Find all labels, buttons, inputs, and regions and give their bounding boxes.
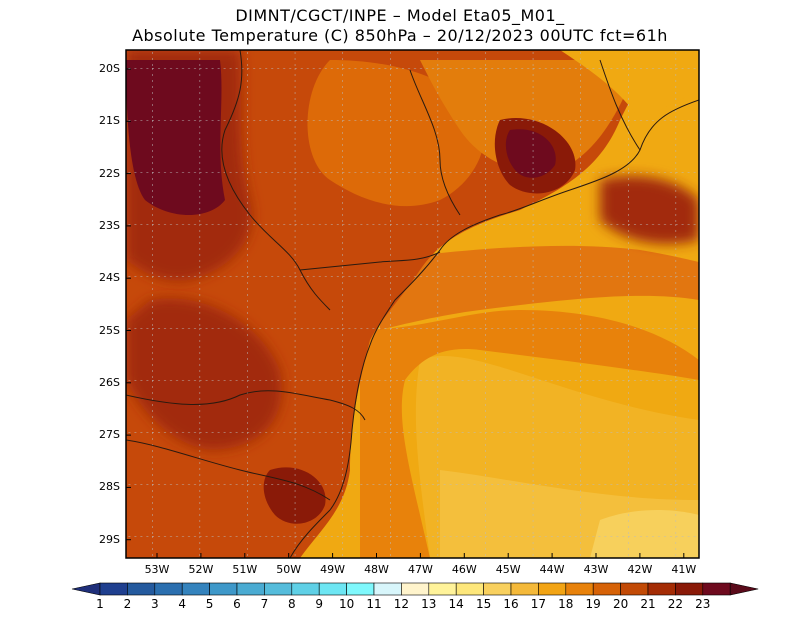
- colorbar-label: 13: [421, 597, 437, 611]
- colorbar-swatch: [209, 582, 238, 596]
- longitude-label: 50W: [276, 563, 302, 576]
- colorbar-label: 20: [612, 597, 629, 611]
- colorbar-high-arrow: [729, 582, 759, 596]
- colorbar-swatch: [510, 582, 539, 596]
- state-border: [299, 251, 441, 271]
- latitude-label: 22S: [99, 166, 120, 180]
- colorbar-label: 5: [205, 597, 214, 611]
- map-title-line1: DIMNT/CGCT/INPE – Model Eta05_M01_: [235, 6, 565, 25]
- colorbar-label: 23: [695, 597, 711, 611]
- colorbar-label: 18: [558, 597, 574, 611]
- colorbar-label: 17: [530, 597, 547, 611]
- map-plot-area: [126, 50, 699, 558]
- colorbar-swatch: [483, 582, 512, 596]
- colorbar-label: 6: [233, 597, 241, 611]
- colorbar-swatch: [291, 582, 320, 596]
- colorbar-swatch: [620, 582, 649, 596]
- longitude-label: 46W: [451, 563, 477, 576]
- latitude-label: 23S: [99, 218, 120, 232]
- colorbar-label: 4: [178, 597, 186, 611]
- colorbar-swatch: [647, 582, 676, 596]
- latitude-label: 26S: [99, 375, 120, 389]
- colorbar-swatch: [318, 582, 347, 596]
- colorbar-swatch: [99, 582, 128, 596]
- latitude-label: 27S: [99, 428, 120, 442]
- colorbar-label: 8: [287, 597, 296, 611]
- map-title-line2: Absolute Temperature (C) 850hPa – 20/12/…: [132, 26, 668, 45]
- state-border: [126, 439, 331, 501]
- longitude-label: 45W: [495, 563, 521, 576]
- colorbar-swatch: [565, 582, 594, 596]
- axis-ticks: [126, 68, 685, 558]
- colorbar-label: 22: [667, 597, 684, 611]
- colorbar-swatch: [428, 582, 457, 596]
- latitude-label: 24S: [99, 271, 120, 285]
- state-border: [221, 50, 331, 311]
- longitude-label: 52W: [188, 563, 214, 576]
- colorbar-swatch: [346, 582, 375, 596]
- colorbar-label: 10: [338, 597, 355, 611]
- state-border: [599, 59, 641, 151]
- coastline: [289, 99, 699, 558]
- colorbar-label: 1: [96, 597, 104, 611]
- latitude-label: 25S: [99, 323, 120, 337]
- longitude-label: 49W: [320, 563, 346, 576]
- longitude-label: 53W: [144, 563, 170, 576]
- colorbar-label: 7: [260, 597, 269, 611]
- longitude-label: 51W: [232, 563, 258, 576]
- colorbar-label: 3: [150, 597, 159, 611]
- longitude-label: 44W: [539, 563, 565, 576]
- colorbar-swatch: [154, 582, 183, 596]
- colorbar-swatch: [592, 582, 621, 596]
- longitude-label: 43W: [583, 563, 609, 576]
- colorbar-swatch: [236, 582, 265, 596]
- map-frame: [125, 49, 700, 559]
- colorbar-label: 12: [393, 597, 410, 611]
- colorbar-swatch: [264, 582, 293, 596]
- colorbar-label: 16: [503, 597, 519, 611]
- colorbar-swatch: [675, 582, 704, 596]
- state-border: [126, 390, 366, 421]
- latitude-label: 20S: [99, 62, 120, 75]
- colorbar-swatch: [181, 582, 210, 596]
- colorbar-swatch: [538, 582, 567, 596]
- graticule: [126, 50, 699, 558]
- longitude-label: 41W: [671, 563, 697, 576]
- colorbar-low-arrow: [71, 582, 101, 596]
- latitude-label: 21S: [99, 114, 120, 128]
- longitude-label: 47W: [407, 563, 433, 576]
- state-border: [409, 69, 461, 216]
- colorbar-swatch: [401, 582, 430, 596]
- latitude-label: 29S: [99, 532, 120, 546]
- colorbar-label: 15: [475, 597, 492, 611]
- longitude-label: 48W: [364, 563, 389, 576]
- colorbar-label: 2: [123, 597, 132, 611]
- colorbar-label: 19: [585, 597, 601, 611]
- colorbar-label: 9: [315, 597, 323, 611]
- colorbar-label: 11: [366, 597, 382, 611]
- colorbar-label: 21: [640, 597, 656, 611]
- longitude-label: 42W: [627, 563, 653, 576]
- colorbar-swatch: [127, 582, 156, 596]
- colorbar-swatch: [455, 582, 484, 596]
- latitude-label: 28S: [99, 480, 120, 494]
- colorbar-swatch: [373, 582, 402, 596]
- colorbar-label: 14: [448, 597, 464, 611]
- colorbar-swatch: [702, 582, 731, 596]
